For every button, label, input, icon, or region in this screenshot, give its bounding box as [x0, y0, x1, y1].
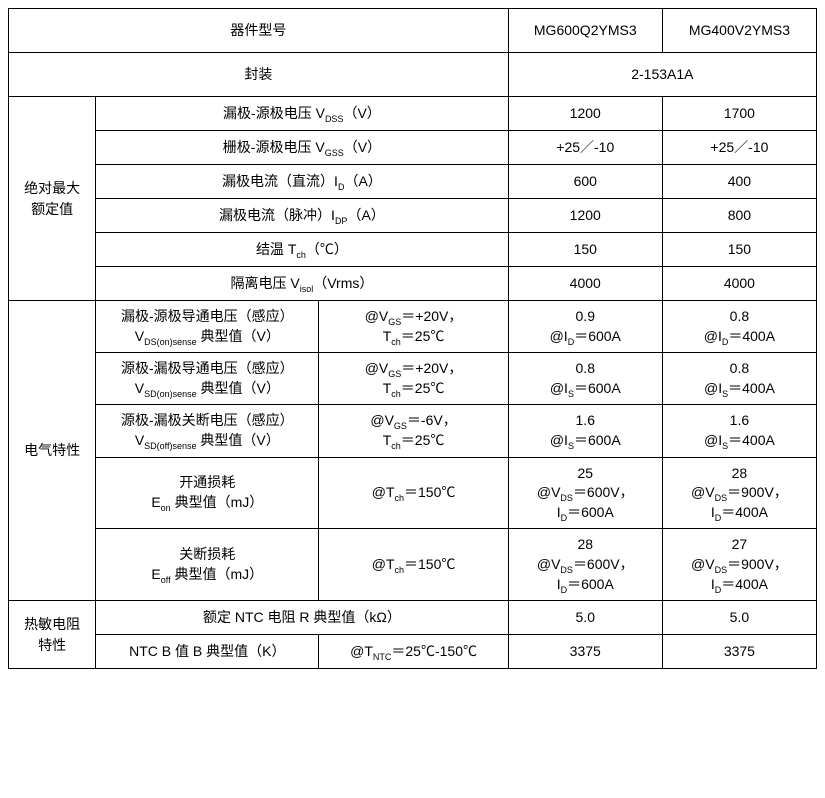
condition-label: @Tch＝150℃: [319, 457, 508, 529]
abs-max-section: 绝对最大额定值漏极-源极电压 VDSS（V）12001700栅极-源极电压 VG…: [9, 97, 817, 301]
value-device1: 0.9@ID＝600A: [508, 301, 662, 353]
thermistor-section: 热敏电阻特性额定 NTC 电阻 R 典型值（kΩ）5.05.0NTC B 值 B…: [9, 601, 817, 669]
table-row: 开通损耗Eon 典型值（mJ）@Tch＝150℃25@VDS＝600V，ID＝6…: [9, 457, 817, 529]
category-electrical: 电气特性: [9, 301, 96, 601]
value-device2: 0.8@ID＝400A: [662, 301, 816, 353]
header-row-package: 封装 2-153A1A: [9, 53, 817, 97]
value-device1: 1200: [508, 97, 662, 131]
value-device1: 5.0: [508, 601, 662, 635]
param-label: 额定 NTC 电阻 R 典型值（kΩ）: [96, 601, 509, 635]
value-device2: 28@VDS＝900V，ID＝400A: [662, 457, 816, 529]
param-label: 开通损耗Eon 典型值（mJ）: [96, 457, 319, 529]
value-device1: 600: [508, 165, 662, 199]
table-row: 漏极电流（脉冲）IDP（A）1200800: [9, 199, 817, 233]
table-row: 电气特性漏极-源极导通电压（感应）VDS(on)sense 典型值（V）@VGS…: [9, 301, 817, 353]
table-row: 隔离电压 Visol（Vrms）40004000: [9, 267, 817, 301]
electrical-section: 电气特性漏极-源极导通电压（感应）VDS(on)sense 典型值（V）@VGS…: [9, 301, 817, 601]
condition-label: @VGS＝+20V，Tch＝25℃: [319, 301, 508, 353]
value-device2: 0.8@IS＝400A: [662, 353, 816, 405]
param-label: 隔离电压 Visol（Vrms）: [96, 267, 509, 301]
package-value: 2-153A1A: [508, 53, 816, 97]
table-row: 热敏电阻特性额定 NTC 电阻 R 典型值（kΩ）5.05.0: [9, 601, 817, 635]
value-device1: 150: [508, 233, 662, 267]
table-row: 源极-漏极关断电压（感应）VSD(off)sense 典型值（V）@VGS＝-6…: [9, 405, 817, 457]
param-label: 漏极电流（脉冲）IDP（A）: [96, 199, 509, 233]
value-device2: 150: [662, 233, 816, 267]
value-device1: +25／-10: [508, 131, 662, 165]
value-device2: 1.6@IS＝400A: [662, 405, 816, 457]
param-label: 漏极电流（直流）ID（A）: [96, 165, 509, 199]
value-device1: 0.8@IS＝600A: [508, 353, 662, 405]
device-model-label: 器件型号: [9, 9, 509, 53]
value-device2: 4000: [662, 267, 816, 301]
value-device1: 28@VDS＝600V，ID＝600A: [508, 529, 662, 601]
condition-label: @VGS＝-6V，Tch＝25℃: [319, 405, 508, 457]
device-2: MG400V2YMS3: [662, 9, 816, 53]
param-label: 源极-漏极导通电压（感应）VSD(on)sense 典型值（V）: [96, 353, 319, 405]
table-row: NTC B 值 B 典型值（K）@TNTC＝25℃-150℃33753375: [9, 635, 817, 669]
condition-label: @TNTC＝25℃-150℃: [319, 635, 508, 669]
value-device2: 27@VDS＝900V，ID＝400A: [662, 529, 816, 601]
spec-table: 器件型号 MG600Q2YMS3 MG400V2YMS3 封装 2-153A1A…: [8, 8, 817, 669]
package-label: 封装: [9, 53, 509, 97]
table-row: 栅极-源极电压 VGSS（V）+25／-10+25／-10: [9, 131, 817, 165]
table-row: 结温 Tch（℃）150150: [9, 233, 817, 267]
device-1: MG600Q2YMS3: [508, 9, 662, 53]
value-device2: 3375: [662, 635, 816, 669]
param-label: 源极-漏极关断电压（感应）VSD(off)sense 典型值（V）: [96, 405, 319, 457]
value-device2: 800: [662, 199, 816, 233]
table-row: 源极-漏极导通电压（感应）VSD(on)sense 典型值（V）@VGS＝+20…: [9, 353, 817, 405]
category-abs-max: 绝对最大额定值: [9, 97, 96, 301]
category-thermistor: 热敏电阻特性: [9, 601, 96, 669]
value-device2: 1700: [662, 97, 816, 131]
table-row: 关断损耗Eoff 典型值（mJ）@Tch＝150℃28@VDS＝600V，ID＝…: [9, 529, 817, 601]
value-device1: 25@VDS＝600V，ID＝600A: [508, 457, 662, 529]
value-device1: 1200: [508, 199, 662, 233]
param-label: NTC B 值 B 典型值（K）: [96, 635, 319, 669]
param-label: 关断损耗Eoff 典型值（mJ）: [96, 529, 319, 601]
value-device2: 400: [662, 165, 816, 199]
table-row: 绝对最大额定值漏极-源极电压 VDSS（V）12001700: [9, 97, 817, 131]
value-device1: 1.6@IS＝600A: [508, 405, 662, 457]
value-device2: +25／-10: [662, 131, 816, 165]
value-device1: 3375: [508, 635, 662, 669]
condition-label: @Tch＝150℃: [319, 529, 508, 601]
param-label: 栅极-源极电压 VGSS（V）: [96, 131, 509, 165]
param-label: 漏极-源极电压 VDSS（V）: [96, 97, 509, 131]
header-row-device: 器件型号 MG600Q2YMS3 MG400V2YMS3: [9, 9, 817, 53]
value-device2: 5.0: [662, 601, 816, 635]
condition-label: @VGS＝+20V，Tch＝25℃: [319, 353, 508, 405]
table-row: 漏极电流（直流）ID（A）600400: [9, 165, 817, 199]
param-label: 结温 Tch（℃）: [96, 233, 509, 267]
param-label: 漏极-源极导通电压（感应）VDS(on)sense 典型值（V）: [96, 301, 319, 353]
value-device1: 4000: [508, 267, 662, 301]
